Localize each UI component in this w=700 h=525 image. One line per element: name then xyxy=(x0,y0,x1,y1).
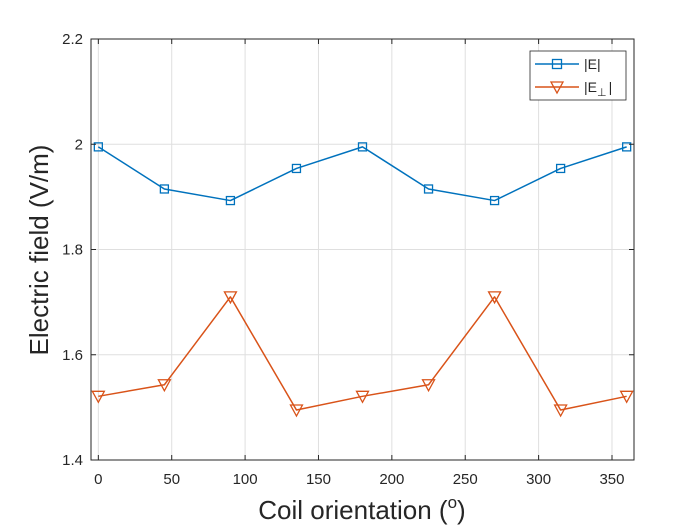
series-0-point xyxy=(93,142,103,152)
series-0-point xyxy=(159,184,170,194)
legend-label-eperp-subscript: ⊥ xyxy=(597,87,607,99)
series-0-point xyxy=(225,195,236,206)
series-0-point xyxy=(489,195,500,206)
x-tick-label: 150 xyxy=(306,471,331,488)
x-tick-label: 0 xyxy=(94,471,102,488)
legend-marker-triangle xyxy=(549,81,565,95)
axis-ticks: 0 50 100 150 200 250 300 350 1.4 1.6 1.8 2 2.2 xyxy=(62,31,634,488)
x-axis-title: Coil orientation (o) xyxy=(258,493,465,525)
legend: |E| |E⊥ | xyxy=(529,50,627,101)
series-layer xyxy=(91,142,634,418)
series-1-point xyxy=(223,291,238,305)
series-1-point xyxy=(421,379,436,393)
y-tick-label: 1.8 xyxy=(62,242,83,259)
x-axis-title-superscript: o xyxy=(448,493,457,512)
x-tick-label: 250 xyxy=(453,471,478,488)
legend-box xyxy=(529,50,627,101)
series-0-point xyxy=(291,163,302,174)
x-axis-title-end: ) xyxy=(457,495,466,525)
x-tick-label: 350 xyxy=(599,471,624,488)
series-1-point xyxy=(553,404,568,418)
series-line-1 xyxy=(98,296,627,411)
y-tick-label: 2.2 xyxy=(62,31,83,48)
series-1-point xyxy=(91,390,106,404)
legend-label-eperp-end: | xyxy=(609,79,613,95)
y-axis-title: Electric field (V/m) xyxy=(24,145,54,356)
y-tick-label: 1.6 xyxy=(62,347,83,364)
x-tick-label: 100 xyxy=(233,471,258,488)
series-line-0 xyxy=(97,146,627,202)
series-1-point xyxy=(289,404,304,418)
series-1-point xyxy=(619,390,634,404)
legend-label-eperp: |E⊥ | xyxy=(584,79,612,99)
y-tick-label: 1.4 xyxy=(62,452,83,469)
legend-marker-square xyxy=(551,58,563,70)
y-tick-label: 2 xyxy=(75,136,83,153)
x-tick-label: 50 xyxy=(163,471,180,488)
series-0-point xyxy=(555,163,566,174)
series-1-point xyxy=(355,390,370,404)
x-tick-label: 300 xyxy=(526,471,551,488)
series-1-point xyxy=(157,379,172,393)
series-1-point xyxy=(487,291,502,305)
legend-label-e: |E| xyxy=(584,56,601,72)
x-tick-label: 200 xyxy=(379,471,404,488)
series-0-point xyxy=(622,142,632,152)
series-0-point xyxy=(357,142,368,152)
series-0-point xyxy=(423,184,434,194)
